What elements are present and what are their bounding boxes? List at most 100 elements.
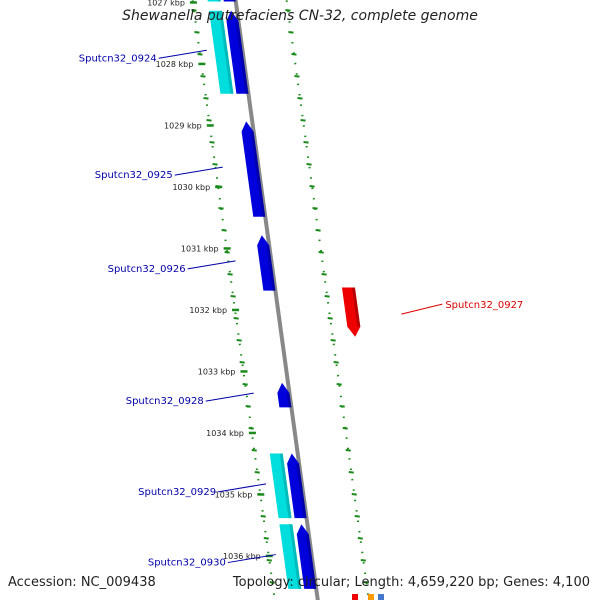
features-layer: [207, 0, 384, 600]
gene-label-leader: [218, 483, 267, 493]
cds-arrow-forward: [287, 453, 307, 519]
right-track-dash: [315, 229, 321, 232]
cds-arrow-reverse-shade: [351, 287, 361, 327]
scale-tick-label: 1034 kbp: [206, 429, 244, 438]
right-track-dash: [348, 471, 354, 474]
right-track-dash: [288, 31, 294, 34]
feature-block-cyan: [207, 0, 221, 2]
scale-tick-label: 1036 kbp: [223, 552, 261, 561]
map-title: Shewanella putrefaciens CN-32, complete …: [122, 8, 478, 24]
scale-tick-label: 1035 kbp: [215, 490, 253, 499]
left-track-dash: [266, 559, 272, 562]
left-track-dash: [242, 383, 248, 386]
gene-label-leader: [401, 303, 443, 315]
right-track-dash: [351, 493, 357, 496]
right-track-dash: [345, 449, 351, 452]
left-track-dash: [194, 31, 200, 34]
left-track-dash: [197, 53, 203, 56]
feature-block-cyan-shade: [219, 10, 234, 94]
right-track-dash: [312, 207, 318, 210]
left-track-dash: [206, 119, 212, 122]
left-track-dash: [263, 537, 269, 540]
cds-arrow-forward: [277, 382, 292, 408]
left-dotted-track: [191, 0, 276, 600]
cds-arrow-forward-shade: [232, 0, 236, 2]
cds-arrow-forward-shade: [235, 20, 249, 94]
left-track-dash: [200, 75, 206, 78]
right-track-dash: [285, 9, 291, 12]
gene-label-leader: [174, 166, 223, 176]
left-track-dash: [230, 295, 236, 298]
left-track-dash: [191, 9, 197, 12]
right-track-dash: [294, 75, 300, 78]
scale-tick-label: 1033 kbp: [198, 367, 236, 376]
cds-arrow-reverse: [341, 287, 361, 337]
feature-block-cyan: [269, 453, 292, 519]
left-track-dash: [245, 405, 251, 408]
scale-tick-label: 1030 kbp: [172, 183, 210, 192]
left-track-dash: [209, 141, 215, 144]
gene-label: Sputcn32_0929: [138, 487, 216, 498]
left-track-dash: [227, 273, 233, 276]
edge-feature-marker: [368, 594, 374, 600]
scale-ticks-layer: 1027 kbp 1028 kbp 1029 kbp 1030 kbp 1031 kbp…: [147, 0, 273, 561]
scale-tick-label: 1032 kbp: [189, 306, 227, 315]
cds-arrow-forward: [241, 121, 266, 217]
right-track-dash: [291, 53, 297, 56]
left-track-dash: [221, 229, 227, 232]
scale-tick-label: 1028 kbp: [156, 60, 194, 69]
right-track-dash: [339, 405, 345, 408]
right-track-dash: [342, 427, 348, 430]
left-track-dash: [212, 163, 218, 166]
left-track-dash: [251, 449, 257, 452]
gene-label: Sputcn32_0924: [79, 53, 157, 64]
right-track-dash: [324, 295, 330, 298]
scale-tick-label: 1031 kbp: [181, 244, 219, 253]
gene-label: Sputcn32_0928: [126, 396, 204, 407]
gene-label-leader: [187, 260, 236, 270]
cds-arrow-forward: [223, 0, 236, 2]
cds-arrow-forward: [296, 524, 317, 589]
left-track-dash: [233, 317, 239, 320]
scale-tick-label: 1027 kbp: [147, 0, 185, 7]
right-track-dash: [330, 339, 336, 342]
cds-arrow-forward: [226, 10, 249, 94]
right-track-dash: [300, 119, 306, 122]
left-track-dash: [254, 471, 260, 474]
left-track-dash: [239, 361, 245, 364]
gene-label-leader: [227, 554, 276, 564]
right-track-dash: [363, 581, 369, 584]
right-track-dash: [357, 537, 363, 540]
cds-arrow-forward: [257, 235, 276, 291]
gene-label: Sputcn32_0925: [95, 170, 173, 181]
left-track-dash: [248, 427, 254, 430]
cds-arrow-forward-shade: [305, 534, 317, 589]
right-track-dash: [360, 559, 366, 562]
left-track-dash: [236, 339, 242, 342]
left-track-dash: [218, 207, 224, 210]
right-track-dash: [327, 317, 333, 320]
cds-arrow-forward-shade: [250, 131, 266, 217]
left-track-dash: [224, 251, 230, 254]
gene-label-leader: [158, 49, 207, 59]
cds-arrow-forward-shade: [266, 245, 276, 291]
feature-block-cyan: [279, 524, 302, 589]
right-track-dash: [297, 97, 303, 100]
cds-arrow-forward-shade: [286, 392, 292, 408]
edge-feature-marker: [352, 594, 358, 600]
feature-block-cyan-shade: [217, 0, 221, 2]
left-track-dash: [203, 97, 209, 100]
gene-label: Sputcn32_0926: [108, 264, 186, 275]
feature-block-cyan-shade: [289, 524, 302, 589]
scale-tick-label: 1029 kbp: [164, 121, 202, 130]
right-track-dash: [333, 361, 339, 364]
left-track-dash: [260, 515, 266, 518]
right-track-dash: [318, 251, 324, 254]
edge-feature-marker: [378, 594, 384, 600]
gene-label: Sputcn32_0930: [148, 558, 226, 569]
gene-labels-layer: Sputcn32_0924 Sputcn32_0925 Sputcn32_0926 S…: [79, 49, 523, 569]
cds-arrow-forward-shade: [296, 463, 307, 519]
gene-label: Sputcn32_0927: [445, 300, 523, 311]
right-track-dash: [336, 383, 342, 386]
